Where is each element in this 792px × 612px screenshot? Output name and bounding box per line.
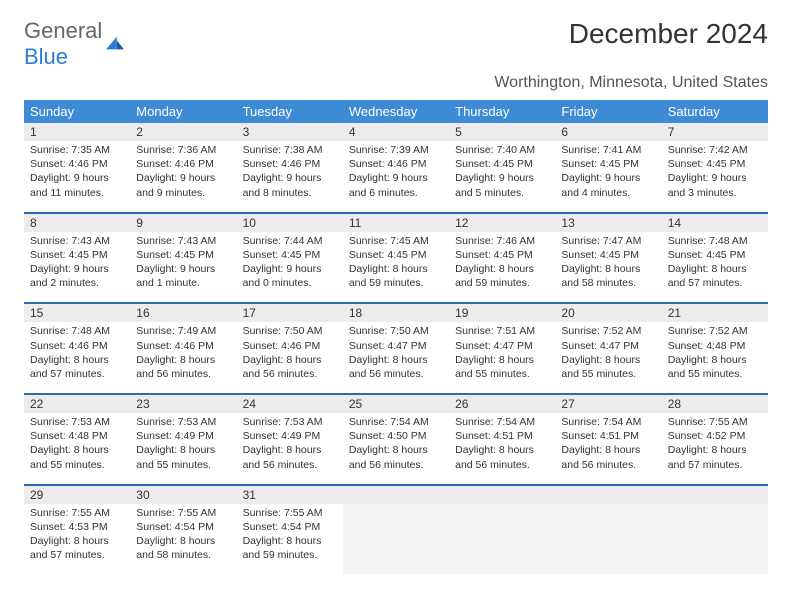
logo-word1: General — [24, 18, 102, 43]
day-number-cell: 30 — [130, 485, 236, 504]
day-content-cell: Sunrise: 7:48 AMSunset: 4:46 PMDaylight:… — [24, 322, 130, 394]
day-content-row: Sunrise: 7:35 AMSunset: 4:46 PMDaylight:… — [24, 141, 768, 213]
day-number-cell: 9 — [130, 213, 236, 232]
day-number-cell: 8 — [24, 213, 130, 232]
day-content-cell: Sunrise: 7:38 AMSunset: 4:46 PMDaylight:… — [237, 141, 343, 213]
day-number-cell: 2 — [130, 123, 236, 141]
day-content-cell: Sunrise: 7:51 AMSunset: 4:47 PMDaylight:… — [449, 322, 555, 394]
day-number-cell: 16 — [130, 303, 236, 322]
day-content-cell: Sunrise: 7:53 AMSunset: 4:48 PMDaylight:… — [24, 413, 130, 485]
day-number-cell: 13 — [555, 213, 661, 232]
day-content-cell: Sunrise: 7:49 AMSunset: 4:46 PMDaylight:… — [130, 322, 236, 394]
day-number-cell: 10 — [237, 213, 343, 232]
day-content-cell: Sunrise: 7:43 AMSunset: 4:45 PMDaylight:… — [24, 232, 130, 304]
day-content-row: Sunrise: 7:55 AMSunset: 4:53 PMDaylight:… — [24, 504, 768, 575]
weekday-header: Thursday — [449, 100, 555, 123]
day-content-cell: Sunrise: 7:55 AMSunset: 4:53 PMDaylight:… — [24, 504, 130, 575]
day-content-cell: Sunrise: 7:39 AMSunset: 4:46 PMDaylight:… — [343, 141, 449, 213]
day-number-cell: 15 — [24, 303, 130, 322]
day-content-row: Sunrise: 7:48 AMSunset: 4:46 PMDaylight:… — [24, 322, 768, 394]
weekday-header: Tuesday — [237, 100, 343, 123]
day-content-cell: Sunrise: 7:53 AMSunset: 4:49 PMDaylight:… — [237, 413, 343, 485]
day-number-cell — [343, 485, 449, 504]
day-content-cell: Sunrise: 7:41 AMSunset: 4:45 PMDaylight:… — [555, 141, 661, 213]
day-content-cell: Sunrise: 7:53 AMSunset: 4:49 PMDaylight:… — [130, 413, 236, 485]
day-content-cell — [343, 504, 449, 575]
day-number-cell: 7 — [662, 123, 768, 141]
day-number-cell: 27 — [555, 394, 661, 413]
day-content-cell: Sunrise: 7:55 AMSunset: 4:52 PMDaylight:… — [662, 413, 768, 485]
day-number-cell: 11 — [343, 213, 449, 232]
calendar-table: SundayMondayTuesdayWednesdayThursdayFrid… — [24, 100, 768, 574]
day-content-row: Sunrise: 7:53 AMSunset: 4:48 PMDaylight:… — [24, 413, 768, 485]
day-content-cell: Sunrise: 7:40 AMSunset: 4:45 PMDaylight:… — [449, 141, 555, 213]
day-content-cell: Sunrise: 7:55 AMSunset: 4:54 PMDaylight:… — [237, 504, 343, 575]
day-number-cell: 29 — [24, 485, 130, 504]
day-number-cell: 22 — [24, 394, 130, 413]
logo-word2: Blue — [24, 44, 68, 69]
day-number-row: 1234567 — [24, 123, 768, 141]
day-content-cell: Sunrise: 7:47 AMSunset: 4:45 PMDaylight:… — [555, 232, 661, 304]
page-title: December 2024 — [569, 18, 768, 50]
day-content-cell: Sunrise: 7:45 AMSunset: 4:45 PMDaylight:… — [343, 232, 449, 304]
day-content-cell: Sunrise: 7:54 AMSunset: 4:51 PMDaylight:… — [449, 413, 555, 485]
day-content-cell: Sunrise: 7:46 AMSunset: 4:45 PMDaylight:… — [449, 232, 555, 304]
day-number-cell: 24 — [237, 394, 343, 413]
day-number-cell — [662, 485, 768, 504]
day-number-cell: 5 — [449, 123, 555, 141]
day-content-cell: Sunrise: 7:54 AMSunset: 4:51 PMDaylight:… — [555, 413, 661, 485]
day-number-cell: 12 — [449, 213, 555, 232]
day-number-row: 15161718192021 — [24, 303, 768, 322]
logo: General Blue — [24, 18, 126, 70]
day-number-row: 891011121314 — [24, 213, 768, 232]
day-number-cell: 14 — [662, 213, 768, 232]
day-number-row: 293031 — [24, 485, 768, 504]
day-number-cell: 20 — [555, 303, 661, 322]
day-number-cell: 28 — [662, 394, 768, 413]
day-content-cell — [555, 504, 661, 575]
day-number-cell: 17 — [237, 303, 343, 322]
day-number-cell: 23 — [130, 394, 236, 413]
day-number-cell — [449, 485, 555, 504]
day-number-cell: 3 — [237, 123, 343, 141]
day-content-cell: Sunrise: 7:55 AMSunset: 4:54 PMDaylight:… — [130, 504, 236, 575]
day-content-cell: Sunrise: 7:50 AMSunset: 4:47 PMDaylight:… — [343, 322, 449, 394]
weekday-header: Saturday — [662, 100, 768, 123]
day-content-cell: Sunrise: 7:44 AMSunset: 4:45 PMDaylight:… — [237, 232, 343, 304]
calendar-body: 1234567Sunrise: 7:35 AMSunset: 4:46 PMDa… — [24, 123, 768, 574]
day-number-cell: 6 — [555, 123, 661, 141]
day-content-cell: Sunrise: 7:36 AMSunset: 4:46 PMDaylight:… — [130, 141, 236, 213]
day-number-cell: 21 — [662, 303, 768, 322]
day-number-cell: 31 — [237, 485, 343, 504]
day-number-cell: 26 — [449, 394, 555, 413]
weekday-header: Friday — [555, 100, 661, 123]
triangle-icon — [104, 35, 126, 53]
header: General Blue December 2024 — [24, 18, 768, 70]
day-content-cell: Sunrise: 7:48 AMSunset: 4:45 PMDaylight:… — [662, 232, 768, 304]
day-content-cell: Sunrise: 7:43 AMSunset: 4:45 PMDaylight:… — [130, 232, 236, 304]
weekday-header: Wednesday — [343, 100, 449, 123]
day-content-cell: Sunrise: 7:52 AMSunset: 4:48 PMDaylight:… — [662, 322, 768, 394]
day-number-cell: 1 — [24, 123, 130, 141]
weekday-header: Sunday — [24, 100, 130, 123]
day-number-cell: 18 — [343, 303, 449, 322]
day-content-cell: Sunrise: 7:50 AMSunset: 4:46 PMDaylight:… — [237, 322, 343, 394]
day-number-cell — [555, 485, 661, 504]
day-content-cell: Sunrise: 7:35 AMSunset: 4:46 PMDaylight:… — [24, 141, 130, 213]
day-number-cell: 19 — [449, 303, 555, 322]
day-content-cell — [449, 504, 555, 575]
day-content-row: Sunrise: 7:43 AMSunset: 4:45 PMDaylight:… — [24, 232, 768, 304]
logo-text: General Blue — [24, 18, 102, 70]
location-subtitle: Worthington, Minnesota, United States — [24, 74, 768, 92]
weekday-header-row: SundayMondayTuesdayWednesdayThursdayFrid… — [24, 100, 768, 123]
day-content-cell — [662, 504, 768, 575]
day-number-cell: 25 — [343, 394, 449, 413]
day-number-row: 22232425262728 — [24, 394, 768, 413]
weekday-header: Monday — [130, 100, 236, 123]
day-content-cell: Sunrise: 7:54 AMSunset: 4:50 PMDaylight:… — [343, 413, 449, 485]
day-number-cell: 4 — [343, 123, 449, 141]
day-content-cell: Sunrise: 7:52 AMSunset: 4:47 PMDaylight:… — [555, 322, 661, 394]
day-content-cell: Sunrise: 7:42 AMSunset: 4:45 PMDaylight:… — [662, 141, 768, 213]
